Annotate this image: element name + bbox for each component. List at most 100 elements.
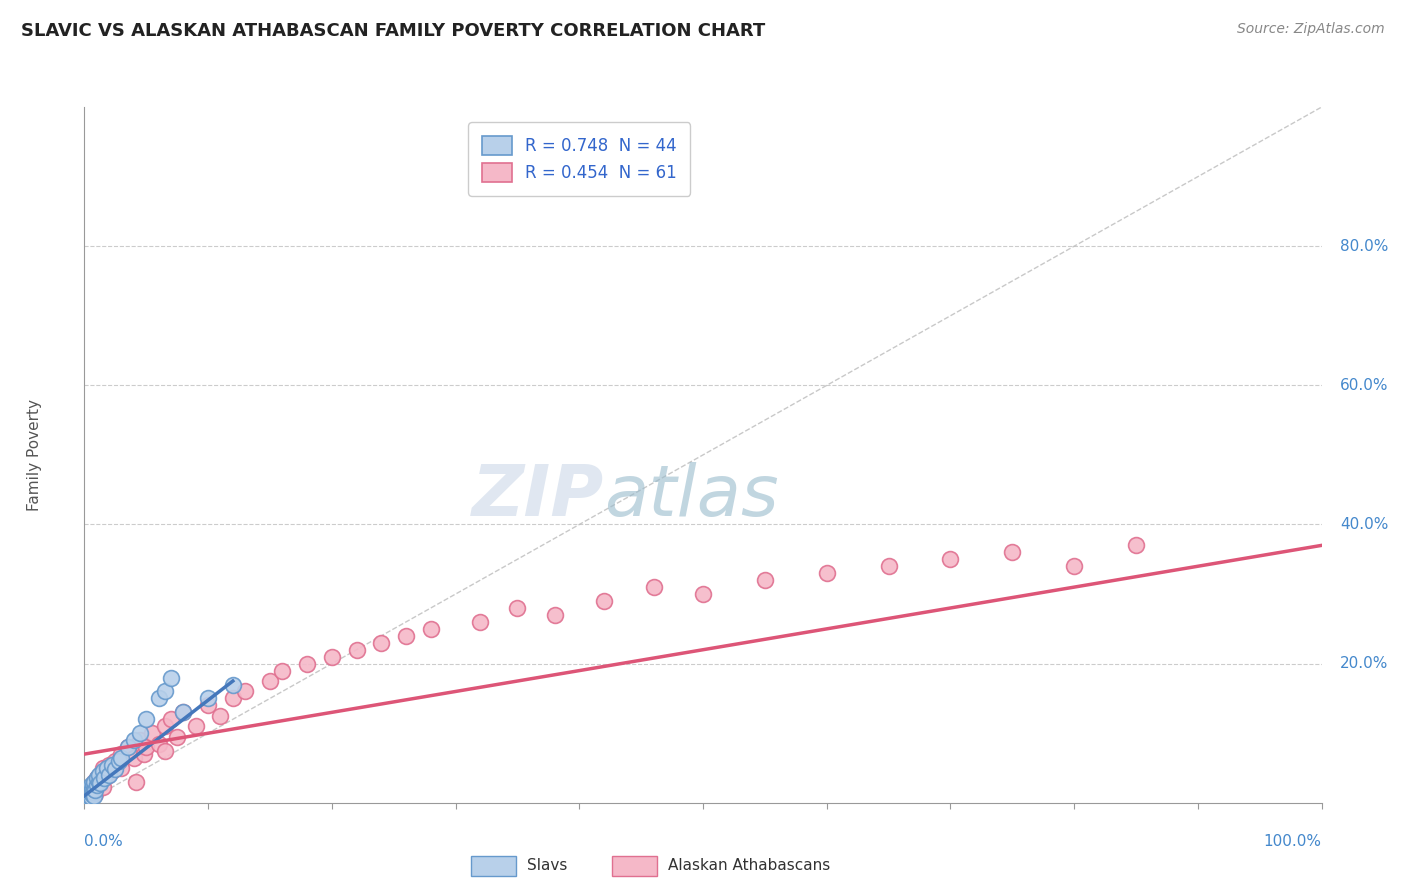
Point [79, 789, 101, 803]
Legend: R = 0.748  N = 44, R = 0.454  N = 61: R = 0.748 N = 44, R = 0.454 N = 61 [468, 122, 690, 196]
Point [184, 719, 207, 733]
Point [117, 740, 139, 755]
Text: SLAVIC VS ALASKAN ATHABASCAN FAMILY POVERTY CORRELATION CHART: SLAVIC VS ALASKAN ATHABASCAN FAMILY POVE… [21, 22, 765, 40]
Point [75, 789, 97, 803]
Point [153, 744, 176, 758]
Point [160, 671, 183, 685]
Point [135, 740, 157, 755]
Point [84, 788, 107, 802]
Point [346, 642, 368, 657]
Point [79, 785, 101, 799]
Point [86, 778, 108, 792]
Text: Alaskan Athabascans: Alaskan Athabascans [668, 858, 830, 872]
Point [470, 615, 492, 629]
Point [419, 622, 441, 636]
Point [122, 733, 145, 747]
Point [77, 781, 100, 796]
Point [141, 726, 163, 740]
Point [321, 649, 343, 664]
Point [108, 754, 131, 768]
Point [83, 781, 105, 796]
Point [543, 607, 565, 622]
Point [84, 783, 107, 797]
Point [96, 769, 118, 783]
Point [1001, 545, 1024, 559]
Point [73, 796, 96, 810]
Point [79, 778, 101, 792]
Point [89, 768, 111, 782]
Point [160, 712, 183, 726]
Point [91, 780, 114, 795]
Point [122, 750, 145, 764]
Point [89, 776, 111, 790]
Text: 0.0%: 0.0% [84, 834, 124, 849]
Point [125, 775, 148, 789]
Text: 80.0%: 80.0% [1340, 239, 1389, 253]
Point [83, 775, 105, 789]
Point [197, 698, 219, 713]
Point [100, 764, 122, 779]
Point [76, 792, 98, 806]
Point [209, 708, 232, 723]
Text: atlas: atlas [605, 462, 779, 531]
Point [129, 726, 152, 740]
Point [76, 785, 98, 799]
Point [692, 587, 714, 601]
Point [395, 629, 418, 643]
Point [233, 684, 256, 698]
Point [75, 789, 97, 803]
Point [104, 754, 127, 768]
Point [82, 778, 104, 792]
Point [89, 768, 111, 782]
Point [91, 761, 114, 775]
Point [259, 674, 281, 689]
Point [96, 761, 118, 775]
Point [98, 768, 121, 782]
Point [148, 691, 170, 706]
Point [83, 775, 105, 789]
Point [643, 580, 665, 594]
Point [593, 594, 616, 608]
Text: 40.0%: 40.0% [1340, 517, 1389, 532]
Point [197, 691, 219, 706]
Point [82, 785, 104, 799]
Text: 100.0%: 100.0% [1264, 834, 1322, 849]
Point [295, 657, 318, 671]
Point [153, 684, 176, 698]
Point [77, 788, 100, 802]
Point [222, 691, 245, 706]
Point [98, 757, 121, 772]
Point [132, 747, 155, 761]
Text: Slavs: Slavs [527, 858, 568, 872]
Point [110, 761, 132, 775]
Point [75, 792, 97, 806]
Point [1063, 559, 1085, 574]
Point [86, 772, 108, 786]
Point [754, 573, 776, 587]
Point [939, 552, 962, 566]
Point [148, 737, 170, 751]
Point [100, 757, 122, 772]
Point [877, 559, 900, 574]
Point [79, 790, 101, 805]
Point [506, 601, 529, 615]
Point [80, 781, 103, 796]
Point [104, 763, 127, 777]
Point [77, 781, 100, 796]
Point [370, 636, 392, 650]
Point [89, 775, 111, 789]
Point [172, 706, 194, 720]
Point [89, 776, 111, 790]
Point [135, 712, 157, 726]
Point [110, 747, 132, 761]
Point [82, 778, 104, 792]
Point [86, 772, 108, 786]
Point [117, 740, 139, 755]
Text: 20.0%: 20.0% [1340, 657, 1389, 671]
Point [271, 664, 294, 678]
Point [110, 750, 132, 764]
Point [79, 790, 101, 805]
Text: 60.0%: 60.0% [1340, 378, 1389, 392]
Point [93, 772, 115, 786]
Point [83, 789, 105, 803]
